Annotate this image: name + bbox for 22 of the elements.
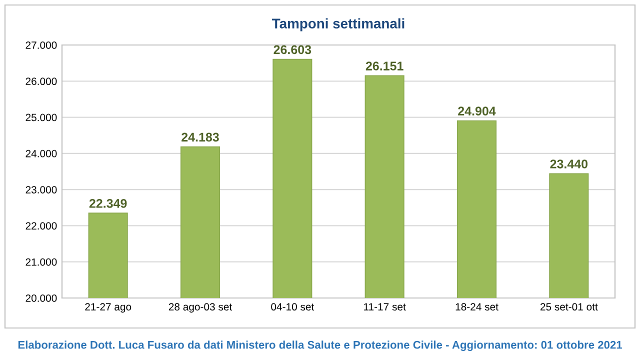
x-tick-label: 11-17 set <box>364 303 406 311</box>
data-label: 24.183 <box>182 132 219 142</box>
x-tick-label: 04-10 set <box>271 303 314 311</box>
data-label: 22.349 <box>89 199 127 208</box>
data-label: 23.440 <box>550 160 588 168</box>
y-tick-label: 22.000 <box>26 222 57 230</box>
text: Elaborazione Dott. Luca Fusaro da dati Ministero della Salute e Protezione Civile - Aggiornamento: 01 ottobre 2021 <box>18 340 622 351</box>
data-label: 26.603 <box>274 45 312 54</box>
y-tick-label: 20.000 <box>26 294 57 302</box>
y-tick-label: 27.000 <box>26 42 57 49</box>
y-tick-label: 26.000 <box>26 78 57 86</box>
y-tick-label: 25.000 <box>26 114 57 122</box>
y-tick-label: 23.000 <box>26 186 57 194</box>
y-tick-label: 21.000 <box>26 258 57 266</box>
x-tick-label: 28 ago-03 set <box>168 303 232 313</box>
y-tick-label: 24.000 <box>26 150 57 158</box>
x-tick-label: 18-24 set <box>456 303 498 311</box>
data-label: 24.904 <box>458 106 496 116</box>
data-label: 26.151 <box>366 62 404 70</box>
x-tick-label: 21-27 ago <box>85 303 132 313</box>
chart-title: Tamponi settimanali <box>272 18 404 32</box>
x-tick-label: 25 set-01 ott <box>540 303 598 311</box>
